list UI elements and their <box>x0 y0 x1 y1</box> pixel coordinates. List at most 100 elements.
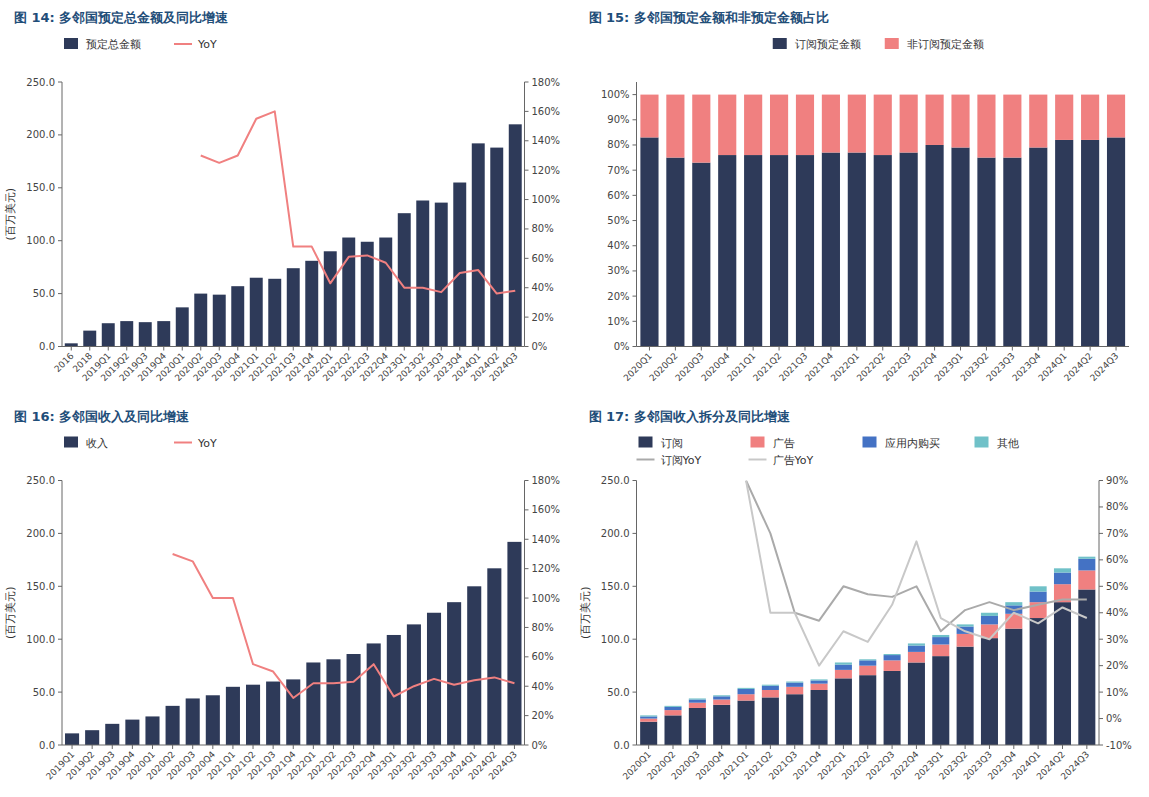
bar <box>1054 602 1071 745</box>
bar <box>65 733 79 745</box>
bar <box>713 695 730 696</box>
tick-label: 80% <box>607 139 629 150</box>
bar <box>848 95 866 153</box>
bar <box>762 690 779 697</box>
tick-mark <box>1064 347 1065 351</box>
bar <box>957 647 974 745</box>
bar <box>1030 618 1047 745</box>
tick-mark <box>633 119 637 120</box>
tick-mark <box>132 745 133 749</box>
tick-mark <box>367 347 368 351</box>
bar <box>874 95 892 155</box>
bar <box>713 705 730 745</box>
bar <box>981 638 998 745</box>
bar <box>713 700 730 705</box>
tick-mark <box>843 745 844 749</box>
tick-mark <box>1099 692 1103 693</box>
tick-mark <box>525 82 529 83</box>
legend-label: 广告 <box>773 437 795 450</box>
legend-swatch <box>885 38 899 49</box>
tick-mark <box>145 347 146 351</box>
tick-mark <box>58 346 62 347</box>
tick-label: 120% <box>532 165 561 176</box>
tick-mark <box>92 745 93 749</box>
bar <box>1003 158 1021 347</box>
legend-label: YoY <box>197 437 217 450</box>
tick-label: 100.0 <box>26 235 55 246</box>
bar <box>770 95 788 155</box>
tick-label: 50.0 <box>33 288 55 299</box>
tick-label: 100.0 <box>26 634 55 645</box>
tick-label: 50.0 <box>33 687 55 698</box>
bar <box>105 724 119 745</box>
tick-mark <box>1116 347 1117 351</box>
tick-mark <box>648 745 649 749</box>
bar <box>666 95 684 158</box>
tick-label: 140% <box>532 135 561 146</box>
bar <box>822 95 840 153</box>
tick-label: 90% <box>607 114 629 125</box>
tick-label: 60% <box>532 253 554 264</box>
axes: 0.050.0100.0150.0200.0250.0-10%0%10%20%3… <box>601 475 1132 782</box>
chart-title: 图 17: 多邻国收入拆分及同比增速 <box>589 409 791 424</box>
bar <box>1030 586 1047 591</box>
axes: 0%10%20%30%40%50%60%70%80%90%100%2020Q12… <box>601 82 1129 383</box>
bar <box>689 708 706 745</box>
tick-mark <box>58 692 62 693</box>
tick-label: 60% <box>1106 554 1128 565</box>
bar <box>640 715 657 716</box>
x-tick-label: 2024Q3 <box>1088 351 1120 383</box>
bar <box>305 261 318 347</box>
bar <box>786 687 803 694</box>
bar <box>139 322 152 346</box>
tick-mark <box>89 347 90 351</box>
tick-label: 180% <box>532 475 561 486</box>
bar <box>490 148 503 347</box>
bar <box>120 321 133 346</box>
tick-mark <box>867 745 868 749</box>
tick-label: 40% <box>532 681 554 692</box>
y-axis-label: (百万美元) <box>4 188 17 241</box>
bar <box>762 697 779 745</box>
bar <box>811 690 828 745</box>
bar <box>951 95 969 148</box>
tick-mark <box>514 745 515 749</box>
bar <box>640 137 658 346</box>
bar <box>692 163 710 347</box>
tick-label: 50.0 <box>607 687 629 698</box>
bar <box>664 715 681 745</box>
tick-label: 150.0 <box>26 182 55 193</box>
tick-mark <box>71 347 72 351</box>
legend-swatch <box>64 437 78 448</box>
tick-label: 250.0 <box>601 475 630 486</box>
tick-mark <box>163 347 164 351</box>
tick-mark <box>633 144 637 145</box>
bar <box>786 694 803 745</box>
bar <box>981 613 998 616</box>
tick-label: 100.0 <box>601 634 630 645</box>
tick-mark <box>58 134 62 135</box>
tick-mark <box>353 745 354 749</box>
bar <box>689 700 706 703</box>
legend-swatch <box>751 437 765 448</box>
bar <box>467 586 481 745</box>
tick-mark <box>882 347 883 351</box>
tick-mark <box>293 347 294 351</box>
bar <box>981 616 998 624</box>
chart-panel: 图 15: 多邻国预定金额和非预定金额占比0%10%20%30%40%50%60… <box>589 10 1130 383</box>
tick-mark <box>58 639 62 640</box>
tick-mark <box>441 347 442 351</box>
tick-mark <box>986 347 987 351</box>
bar <box>932 637 949 644</box>
bar <box>447 602 461 745</box>
bar <box>145 716 159 745</box>
bar <box>1055 140 1073 347</box>
tick-mark <box>1099 639 1103 640</box>
bar <box>166 706 180 745</box>
tick-mark <box>58 187 62 188</box>
tick-mark <box>525 745 529 746</box>
bar <box>859 666 876 676</box>
tick-label: 20% <box>532 710 554 721</box>
bar <box>835 678 852 745</box>
y-axis-line <box>636 481 637 746</box>
